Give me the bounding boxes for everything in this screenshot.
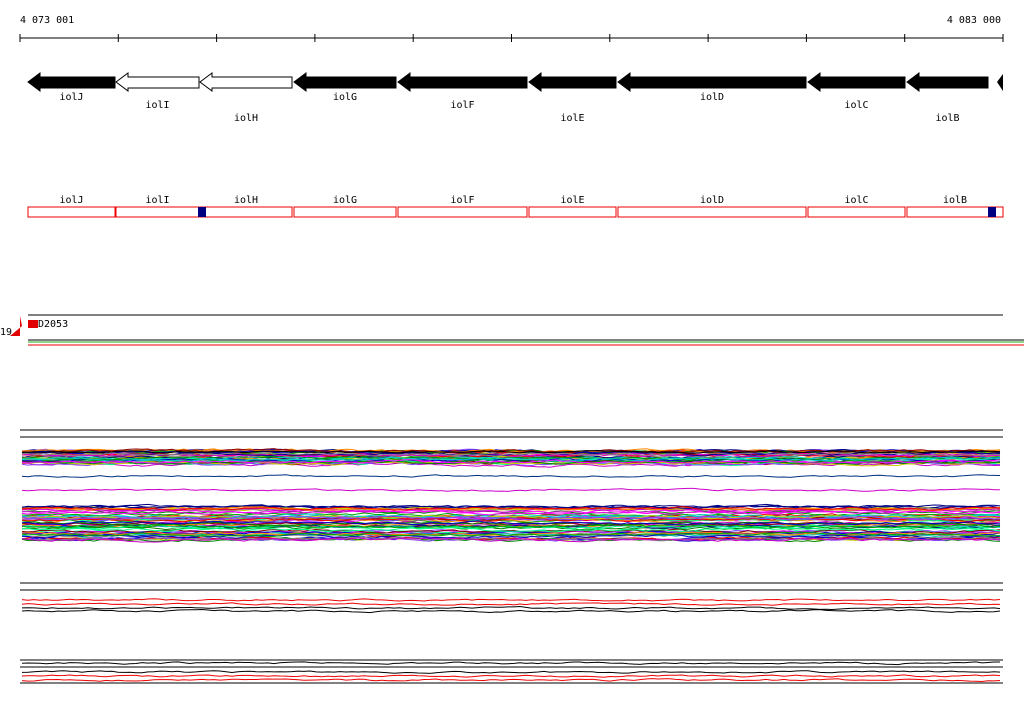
expression-trace bbox=[21, 527, 1001, 533]
feature-box bbox=[293, 206, 397, 218]
expression-panels bbox=[20, 429, 1003, 684]
feature-label: iolJ bbox=[59, 195, 83, 206]
gene-label: iolI bbox=[145, 100, 169, 111]
expression-trace bbox=[21, 531, 1000, 538]
gene-label: iolJ bbox=[59, 92, 83, 103]
expression-trace bbox=[21, 514, 1001, 521]
gene-arrow bbox=[617, 72, 807, 92]
expression-trace bbox=[21, 510, 1001, 516]
expression-trace bbox=[21, 674, 1001, 678]
feature-box bbox=[617, 206, 807, 218]
expression-trace bbox=[21, 523, 1001, 529]
gene-arrow bbox=[997, 74, 1003, 91]
feature-label: iolH bbox=[234, 195, 258, 206]
expression-trace bbox=[21, 528, 1001, 534]
expression-trace bbox=[21, 520, 1001, 526]
gene-arrow bbox=[528, 72, 617, 92]
expression-trace bbox=[21, 525, 1001, 531]
feature-box bbox=[115, 206, 200, 218]
feature-box bbox=[27, 206, 116, 218]
expression-trace bbox=[21, 452, 1001, 458]
gene-arrow bbox=[199, 72, 293, 92]
gene-label: iolD bbox=[700, 92, 724, 103]
ruler-end: 4 083 000 bbox=[947, 15, 1001, 26]
feature-label: iolI bbox=[145, 195, 169, 206]
gene-arrow bbox=[397, 72, 528, 92]
expression-trace bbox=[22, 449, 1001, 454]
expression-trace bbox=[21, 533, 1001, 539]
expression-trace bbox=[21, 515, 1000, 521]
gene-arrow bbox=[115, 72, 200, 92]
expression-trace bbox=[21, 487, 1001, 492]
expression-trace bbox=[21, 608, 1001, 614]
feature-marker bbox=[988, 207, 996, 217]
feature-label: iolC bbox=[844, 195, 868, 206]
expression-trace bbox=[21, 506, 1001, 511]
gene-label: iolC bbox=[844, 100, 868, 111]
track-number: 19 bbox=[0, 327, 12, 338]
gene-arrow bbox=[27, 72, 116, 92]
feature-box bbox=[199, 206, 293, 218]
gene-track: iolJ iolI iolH iolG iolF iolE iolD iolC iolB bbox=[27, 72, 1003, 124]
ruler-ticks bbox=[19, 34, 1004, 42]
feature-box bbox=[528, 206, 617, 218]
gene-label: iolG bbox=[333, 92, 357, 103]
expression-trace bbox=[21, 602, 1001, 606]
feature-box bbox=[397, 206, 528, 218]
feature-track: iolJ iolI iolH iolG iolF iolE iolD iolC iolB bbox=[27, 195, 1004, 218]
expression-trace bbox=[21, 459, 1001, 464]
gene-label: iolH bbox=[234, 113, 258, 124]
feature-label: iolD bbox=[700, 195, 724, 206]
gene-arrow bbox=[293, 72, 397, 92]
feature-box bbox=[906, 206, 1004, 218]
gene-arrow bbox=[807, 72, 906, 92]
expression-trace bbox=[21, 670, 1001, 674]
expression-trace bbox=[21, 474, 1001, 478]
feature-box bbox=[807, 206, 906, 218]
track-label: D2053 bbox=[38, 319, 68, 330]
feature-label: iolE bbox=[560, 195, 584, 206]
expression-trace bbox=[22, 460, 1001, 467]
gene-label: iolF bbox=[450, 100, 474, 111]
expression-trace bbox=[21, 678, 1001, 683]
gene-label: iolE bbox=[560, 113, 584, 124]
expression-trace bbox=[21, 455, 1001, 461]
feature-label: iolG bbox=[333, 195, 357, 206]
expression-trace bbox=[21, 503, 1001, 510]
expression-trace bbox=[21, 661, 1000, 666]
feature-marker bbox=[198, 207, 206, 217]
gene-arrow bbox=[906, 72, 989, 92]
feature-label: iolB bbox=[943, 195, 967, 206]
track-handle[interactable] bbox=[10, 316, 22, 336]
ruler-start: 4 073 001 bbox=[20, 15, 74, 26]
expression-trace bbox=[21, 451, 1001, 457]
feature-label: iolF bbox=[450, 195, 474, 206]
gene-label: iolB bbox=[935, 113, 959, 124]
expression-trace bbox=[21, 605, 1001, 611]
expression-trace bbox=[21, 537, 1001, 543]
track-marker[interactable] bbox=[28, 320, 38, 328]
expression-trace bbox=[21, 598, 1001, 602]
